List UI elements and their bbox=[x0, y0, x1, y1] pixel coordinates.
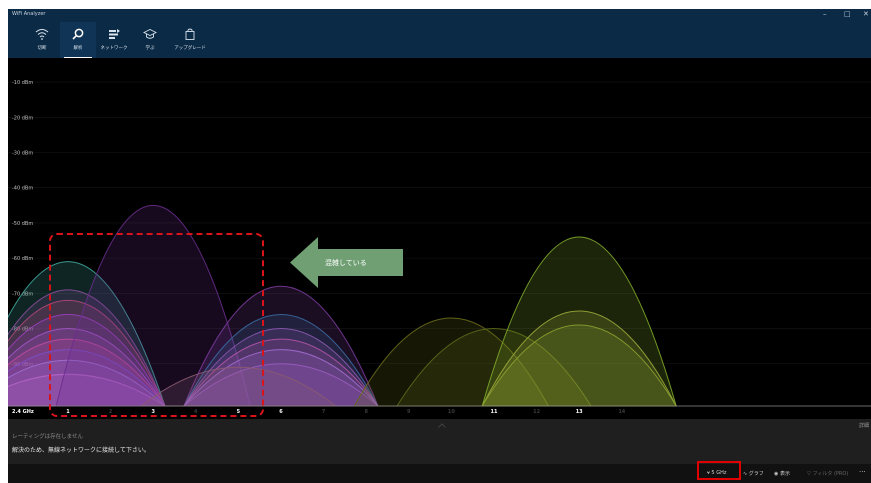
x-tick-label: 6 bbox=[279, 409, 283, 415]
x-tick-label: 11 bbox=[491, 409, 498, 415]
arrow-shape bbox=[290, 237, 403, 288]
channel-curve[interactable] bbox=[8, 359, 167, 407]
nav-upgrade[interactable]: アップグレード bbox=[168, 22, 212, 58]
y-axis-labels: -10 dBm -20 dBm -30 dBm -40 dBm -50 dBm -60 d… bbox=[12, 80, 33, 368]
nav-connect[interactable]: 切断 bbox=[24, 22, 60, 58]
rating-panel: 詳細 レーティングは存在しません 解決のため、無線ネットワークに接続して下さい。 bbox=[8, 419, 871, 464]
x-tick-label: 10 bbox=[448, 409, 455, 415]
graph-button[interactable]: ∿ グラフ bbox=[743, 470, 764, 477]
eye-icon: ◉ bbox=[774, 471, 779, 477]
channel-curve[interactable] bbox=[183, 286, 379, 407]
wifi-icon bbox=[35, 29, 49, 40]
status-bar: ⩝ 5 GHz ∿ グラフ ◉ 表示 ▽ フィルタ (PRO) ··· bbox=[8, 464, 871, 483]
channel-curve[interactable] bbox=[8, 328, 166, 407]
x-tick-label: 8 bbox=[364, 409, 368, 415]
app-window: WiFi Analyzer – □ ✕ 切断 解析 bbox=[8, 9, 871, 483]
y-tick-label: -30 dBm bbox=[12, 151, 33, 157]
y-tick-label: -20 dBm bbox=[12, 115, 33, 121]
wave-icon: ∿ bbox=[743, 471, 748, 477]
connect-hint: 解決のため、無線ネットワークに接続して下さい。 bbox=[12, 447, 150, 454]
x-tick-label: 1 bbox=[66, 409, 70, 415]
x-tick-label: 4 bbox=[194, 409, 198, 415]
x-tick-label: 7 bbox=[322, 409, 326, 415]
y-tick-label: -70 dBm bbox=[12, 291, 33, 297]
graph-label: グラフ bbox=[748, 471, 764, 477]
y-tick-label: -50 dBm bbox=[12, 221, 33, 227]
shopping-bag-icon bbox=[185, 28, 195, 40]
nav-learn-label: 学ぶ bbox=[145, 46, 155, 51]
minimize-button[interactable]: – bbox=[823, 10, 827, 18]
view-button[interactable]: ◉ 表示 bbox=[774, 470, 790, 477]
x-tick-label: 9 bbox=[407, 409, 411, 415]
channel-curve[interactable] bbox=[353, 317, 550, 407]
band-toggle-button[interactable]: ⩝ 5 GHz bbox=[707, 470, 726, 476]
close-button[interactable]: ✕ bbox=[863, 10, 869, 18]
channel-curve[interactable] bbox=[8, 349, 167, 407]
congestion-arrow bbox=[290, 237, 403, 288]
antenna-icon: ⩝ bbox=[707, 470, 710, 476]
nav-networks[interactable]: ネットワーク bbox=[96, 22, 132, 58]
channel-curve[interactable] bbox=[481, 236, 677, 407]
y-tick-label: -40 dBm bbox=[12, 186, 33, 192]
y-tick-label: -10 dBm bbox=[12, 80, 33, 86]
nav-learn[interactable]: 学ぶ bbox=[132, 22, 168, 58]
x-axis-labels: 1 2 3 4 5 6 7 8 9 10 11 12 13 14 bbox=[66, 409, 626, 415]
x-tick-label: 14 bbox=[618, 409, 625, 415]
channel-graph: -10 dBm -20 dBm -30 dBm -40 dBm -50 dBm -60 d… bbox=[8, 80, 871, 415]
magnifier-icon bbox=[72, 28, 84, 40]
nav-networks-label: ネットワーク bbox=[100, 46, 128, 51]
channel-curve[interactable] bbox=[481, 324, 678, 407]
x-tick-label: 5 bbox=[237, 409, 241, 415]
band-toggle-label: 5 GHz bbox=[711, 470, 727, 476]
x-tick-label: 3 bbox=[151, 409, 155, 415]
graduation-cap-icon bbox=[143, 28, 157, 39]
channel-curve[interactable] bbox=[8, 299, 166, 407]
detail-link[interactable]: 詳細 bbox=[858, 423, 869, 429]
channel-curve[interactable] bbox=[55, 205, 251, 407]
channel-curve[interactable] bbox=[8, 314, 166, 407]
series-layer bbox=[8, 205, 678, 407]
channel-curve[interactable] bbox=[182, 363, 380, 407]
grid-layer bbox=[8, 81, 871, 365]
band-label: 2.4 GHz bbox=[12, 409, 34, 415]
channel-curve[interactable] bbox=[183, 338, 379, 407]
y-tick-label: -60 dBm bbox=[12, 256, 33, 262]
x-tick-label: 13 bbox=[576, 409, 583, 415]
x-tick-label: 12 bbox=[533, 409, 540, 415]
channel-curve[interactable] bbox=[183, 314, 379, 407]
y-tick-label: -90 dBm bbox=[12, 362, 33, 368]
nav-connect-label: 切断 bbox=[37, 46, 47, 51]
channel-curve[interactable] bbox=[183, 328, 379, 407]
channel-curve[interactable] bbox=[481, 310, 678, 407]
x-tick-label: 2 bbox=[109, 409, 113, 415]
nav-analyze-label: 解析 bbox=[73, 46, 83, 51]
filter-icon: ▽ bbox=[807, 471, 811, 477]
channel-curve[interactable] bbox=[139, 366, 337, 407]
app-title: WiFi Analyzer bbox=[12, 11, 46, 17]
filter-label: フィルタ (PRO) bbox=[812, 471, 849, 477]
congestion-label: 混雑している bbox=[325, 259, 367, 267]
band-toggle-highlight bbox=[697, 461, 741, 480]
channel-curve[interactable] bbox=[182, 349, 380, 407]
filter-button[interactable]: ▽ フィルタ (PRO) bbox=[807, 470, 848, 477]
network-list-icon bbox=[109, 29, 120, 39]
maximize-button[interactable]: □ bbox=[844, 10, 851, 18]
more-button[interactable]: ··· bbox=[859, 468, 866, 476]
rating-message: レーティングは存在しません bbox=[12, 434, 84, 440]
nav-analyze[interactable]: 解析 bbox=[60, 22, 96, 58]
congestion-highlight-box bbox=[49, 233, 264, 417]
nav-upgrade-label: アップグレード bbox=[174, 46, 206, 51]
y-tick-label: -80 dBm bbox=[12, 327, 33, 333]
view-label: 表示 bbox=[779, 471, 790, 477]
chevron-up-icon[interactable] bbox=[438, 423, 446, 428]
title-bar: WiFi Analyzer – □ ✕ 切断 解析 bbox=[8, 9, 871, 58]
